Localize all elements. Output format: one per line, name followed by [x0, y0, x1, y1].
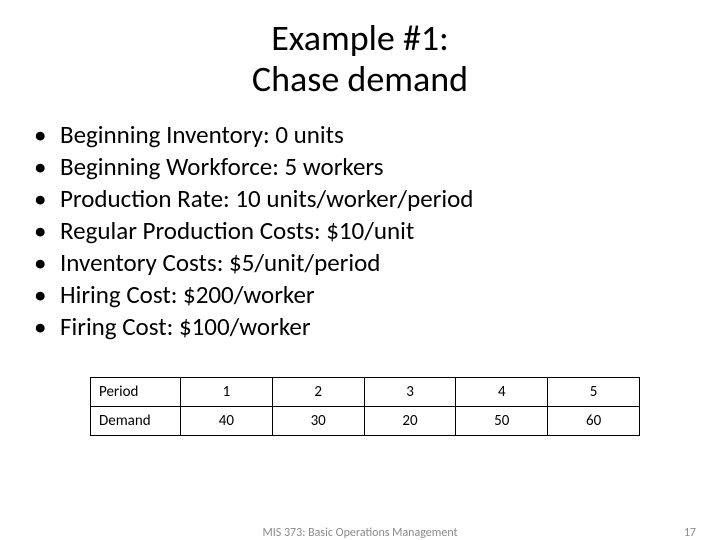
slide: Example #1: Chase demand Beginning Inven…	[0, 0, 720, 540]
title-line-1: Example #1:	[0, 18, 720, 59]
table-cell: 4	[456, 377, 548, 406]
bullet-item: Inventory Costs: $5/unit/period	[34, 247, 720, 279]
table-cell: 30	[272, 406, 364, 435]
page-number: 17	[684, 526, 696, 540]
table-cell: 20	[364, 406, 456, 435]
table-cell: 2	[272, 377, 364, 406]
title-line-2: Chase demand	[0, 59, 720, 100]
table-cell: 5	[548, 377, 640, 406]
table-cell: 3	[364, 377, 456, 406]
table-cell: 50	[456, 406, 548, 435]
bullet-item: Production Rate: 10 units/worker/period	[34, 183, 720, 215]
bullet-item: Beginning Workforce: 5 workers	[34, 151, 720, 183]
slide-title: Example #1: Chase demand	[0, 0, 720, 101]
table-cell: 1	[181, 377, 273, 406]
row-header: Demand	[91, 406, 181, 435]
bullet-item: Regular Production Costs: $10/unit	[34, 215, 720, 247]
footer-text: MIS 373: Basic Operations Management	[262, 526, 457, 540]
bullet-list: Beginning Inventory: 0 units Beginning W…	[34, 119, 720, 343]
bullet-item: Firing Cost: $100/worker	[34, 311, 720, 343]
table-row: Demand 40 30 20 50 60	[91, 406, 640, 435]
bullet-item: Beginning Inventory: 0 units	[34, 119, 720, 151]
demand-table: Period 1 2 3 4 5 Demand 40 30 20 50 60	[90, 377, 640, 436]
row-header: Period	[91, 377, 181, 406]
bullet-item: Hiring Cost: $200/worker	[34, 279, 720, 311]
table-cell: 60	[548, 406, 640, 435]
table-cell: 40	[181, 406, 273, 435]
table-row: Period 1 2 3 4 5	[91, 377, 640, 406]
